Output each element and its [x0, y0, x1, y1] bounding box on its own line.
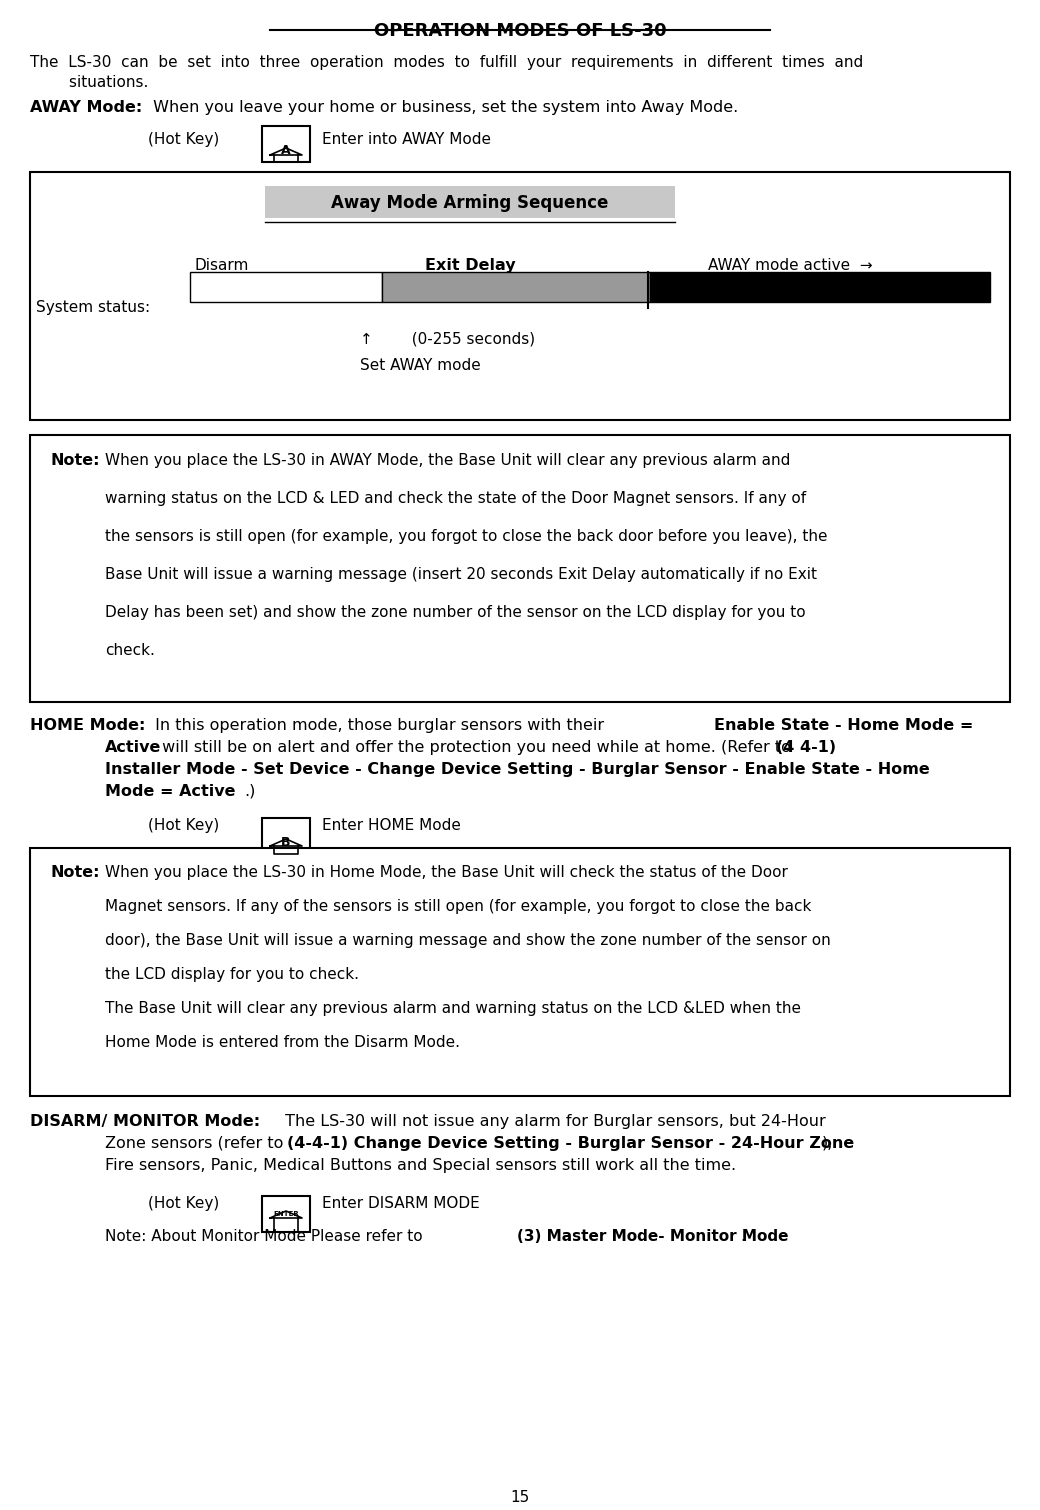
- Text: (3) Master Mode- Monitor Mode: (3) Master Mode- Monitor Mode: [517, 1229, 788, 1244]
- Text: In this operation mode, those burglar sensors with their: In this operation mode, those burglar se…: [150, 717, 609, 732]
- Text: (Hot Key): (Hot Key): [148, 131, 219, 146]
- Bar: [262, 1196, 310, 1232]
- Text: ↑        (0-255 seconds): ↑ (0-255 seconds): [360, 332, 536, 347]
- Text: .: .: [740, 1229, 745, 1244]
- Bar: [650, 272, 990, 302]
- Text: Away Mode Arming Sequence: Away Mode Arming Sequence: [332, 193, 608, 211]
- Text: Enter HOME Mode: Enter HOME Mode: [322, 818, 461, 834]
- Text: When you place the LS-30 in Home Mode, the Base Unit will check the status of th: When you place the LS-30 in Home Mode, t…: [105, 865, 788, 880]
- Text: the LCD display for you to check.: the LCD display for you to check.: [105, 966, 359, 982]
- Text: OPERATION MODES OF LS-30: OPERATION MODES OF LS-30: [373, 23, 667, 39]
- Bar: [262, 818, 310, 855]
- Text: warning status on the LCD & LED and check the state of the Door Magnet sensors. : warning status on the LCD & LED and chec…: [105, 491, 806, 506]
- Text: (Hot Key): (Hot Key): [148, 1196, 219, 1211]
- Bar: [262, 125, 310, 162]
- Bar: [30, 435, 1010, 702]
- Text: door), the Base Unit will issue a warning message and show the zone number of th: door), the Base Unit will issue a warnin…: [105, 933, 831, 948]
- Text: Zone sensors (refer to: Zone sensors (refer to: [105, 1136, 288, 1151]
- Text: ENTER: ENTER: [274, 1211, 298, 1217]
- Text: The LS-30 will not issue any alarm for Burglar sensors, but 24-Hour: The LS-30 will not issue any alarm for B…: [280, 1114, 826, 1129]
- Text: Enable State - Home Mode =: Enable State - Home Mode =: [714, 717, 973, 732]
- Text: AWAY Mode:: AWAY Mode:: [30, 100, 142, 115]
- Text: (4-4-1) Change Device Setting - Burglar Sensor - 24-Hour Zone: (4-4-1) Change Device Setting - Burglar …: [287, 1136, 854, 1151]
- Text: A: A: [281, 143, 291, 157]
- Text: Home Mode is entered from the Disarm Mode.: Home Mode is entered from the Disarm Mod…: [105, 1034, 460, 1049]
- Text: Exit Delay: Exit Delay: [424, 258, 515, 273]
- Text: 15: 15: [511, 1490, 529, 1505]
- Bar: [30, 849, 1010, 1096]
- Text: The Base Unit will clear any previous alarm and warning status on the LCD &LED w: The Base Unit will clear any previous al…: [105, 1001, 801, 1016]
- Text: DISARM/ MONITOR Mode:: DISARM/ MONITOR Mode:: [30, 1114, 260, 1129]
- Text: The  LS-30  can  be  set  into  three  operation  modes  to  fulfill  your  requ: The LS-30 can be set into three operatio…: [30, 54, 863, 69]
- Text: B: B: [281, 837, 291, 849]
- Text: System status:: System status:: [36, 300, 150, 316]
- Text: the sensors is still open (for example, you forgot to close the back door before: the sensors is still open (for example, …: [105, 528, 828, 544]
- Text: AWAY mode active  →: AWAY mode active →: [707, 258, 873, 273]
- Text: Set AWAY mode: Set AWAY mode: [360, 358, 480, 373]
- Text: Delay has been set) and show the zone number of the sensor on the LCD display fo: Delay has been set) and show the zone nu…: [105, 606, 806, 621]
- Text: .): .): [244, 784, 256, 799]
- Text: situations.: situations.: [30, 76, 149, 91]
- Text: Note: About Monitor Mode Please refer to: Note: About Monitor Mode Please refer to: [105, 1229, 427, 1244]
- Text: Base Unit will issue a warning message (insert 20 seconds Exit Delay automatical: Base Unit will issue a warning message (…: [105, 566, 817, 581]
- Text: Note:: Note:: [50, 453, 100, 468]
- Text: (4 4-1): (4 4-1): [776, 740, 836, 755]
- Bar: [265, 186, 675, 217]
- Text: Mode = Active: Mode = Active: [105, 784, 235, 799]
- Bar: [30, 172, 1010, 420]
- Text: Active: Active: [105, 740, 161, 755]
- Text: Installer Mode - Set Device - Change Device Setting - Burglar Sensor - Enable St: Installer Mode - Set Device - Change Dev…: [105, 763, 930, 778]
- Text: Note:: Note:: [50, 865, 100, 880]
- Bar: [190, 272, 382, 302]
- Text: will still be on alert and offer the protection you need while at home. (Refer t: will still be on alert and offer the pro…: [157, 740, 796, 755]
- Bar: [382, 272, 650, 302]
- Text: When you place the LS-30 in AWAY Mode, the Base Unit will clear any previous ala: When you place the LS-30 in AWAY Mode, t…: [105, 453, 790, 468]
- Text: ),: ),: [822, 1136, 833, 1151]
- Text: (Hot Key): (Hot Key): [148, 818, 219, 834]
- Text: Fire sensors, Panic, Medical Buttons and Special sensors still work all the time: Fire sensors, Panic, Medical Buttons and…: [105, 1158, 736, 1173]
- Text: Magnet sensors. If any of the sensors is still open (for example, you forgot to : Magnet sensors. If any of the sensors is…: [105, 898, 811, 914]
- Text: When you leave your home or business, set the system into Away Mode.: When you leave your home or business, se…: [148, 100, 738, 115]
- Text: Enter into AWAY Mode: Enter into AWAY Mode: [322, 131, 491, 146]
- Text: Disarm: Disarm: [194, 258, 250, 273]
- Text: Enter DISARM MODE: Enter DISARM MODE: [322, 1196, 479, 1211]
- Text: check.: check.: [105, 643, 155, 658]
- Text: HOME Mode:: HOME Mode:: [30, 717, 146, 732]
